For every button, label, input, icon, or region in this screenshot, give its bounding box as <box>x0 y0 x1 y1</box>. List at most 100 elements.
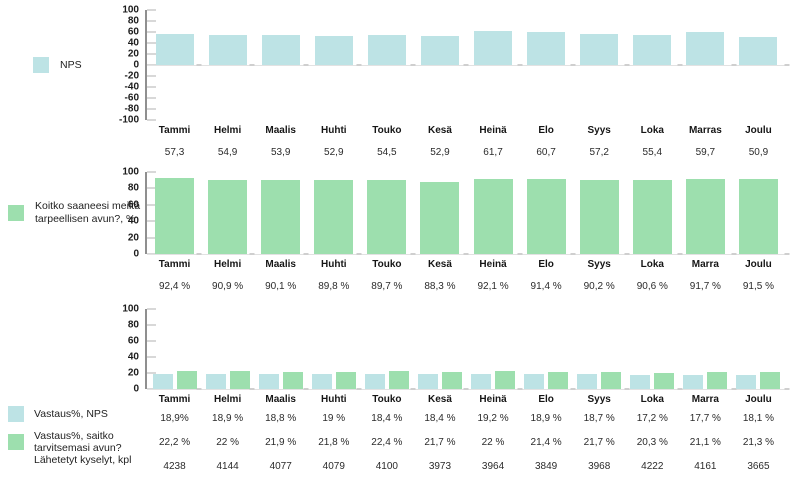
bar-group-huhti <box>307 309 360 389</box>
bar-loka[interactable] <box>654 372 675 389</box>
chart-vastaus-avun-value-row: 22,2 % 22 % 21,9 % 21,8 % 22,4 % 21,7 % 22 % 21… <box>145 430 787 454</box>
y-axis-tick <box>147 108 156 110</box>
x-axis-tick <box>463 253 469 255</box>
y-axis-tick <box>147 75 156 77</box>
bar-syys[interactable] <box>579 180 619 254</box>
bar-tammi[interactable] <box>152 373 173 389</box>
bar-group-tammi <box>148 309 201 389</box>
bar-syys[interactable] <box>577 374 598 389</box>
bar-helmi[interactable] <box>208 179 248 254</box>
value-label: 21,9 % <box>265 436 297 448</box>
bar-kesä[interactable] <box>417 374 438 389</box>
bar-helmi[interactable] <box>208 34 247 65</box>
bar-loka[interactable] <box>633 34 672 65</box>
bar-maalis[interactable] <box>258 374 279 389</box>
bar-maalis[interactable] <box>261 35 300 65</box>
bar-marras[interactable] <box>686 32 725 65</box>
bar-joulu[interactable] <box>736 374 757 389</box>
x-axis-tick <box>249 64 255 66</box>
bar-syys[interactable] <box>601 371 622 389</box>
x-axis-tick <box>677 253 683 255</box>
month-label: Tammi <box>158 394 191 405</box>
legend-label-avun: Koitko saaneesi meiltä tarpeellisen avun… <box>35 200 141 225</box>
value-label: 91,7 % <box>689 281 721 292</box>
month-label: Loka <box>640 125 664 136</box>
bar-group-maalis <box>254 172 307 254</box>
y-axis-label: -40 <box>124 81 139 93</box>
bar-huhti[interactable] <box>311 373 332 389</box>
bar-elo[interactable] <box>526 179 566 254</box>
bar-marra[interactable] <box>683 374 704 389</box>
value-label: 4222 <box>641 460 664 472</box>
bar-touko[interactable] <box>388 371 409 389</box>
bar-tammi[interactable] <box>155 33 194 65</box>
bar-touko[interactable] <box>367 180 407 254</box>
value-label: 17,7 % <box>689 412 721 424</box>
bars-area <box>148 10 785 65</box>
bar-loka[interactable] <box>632 179 672 254</box>
bar-touko[interactable] <box>367 35 406 65</box>
month-label: Loka <box>640 259 664 270</box>
bar-group-maalis <box>254 309 307 389</box>
bar-elo[interactable] <box>548 371 569 389</box>
bar-joulu[interactable] <box>760 372 781 389</box>
y-axis-tick <box>147 187 156 190</box>
bar-helmi[interactable] <box>229 371 250 389</box>
chart-vastaus-plot-area: 100 80 60 40 20 0 <box>122 304 790 395</box>
bar-tammi[interactable] <box>155 178 195 254</box>
value-label: 21,4 % <box>530 436 562 448</box>
row-label-lahetetyt: Lähetetyt kyselyt, kpl <box>0 454 145 466</box>
bar-heinä[interactable] <box>471 373 491 389</box>
bar-joulu[interactable] <box>739 37 778 65</box>
bar-touko[interactable] <box>364 374 385 389</box>
bar-maalis[interactable] <box>282 371 303 389</box>
chart-lahetetyt-value-row: 4238 4144 4077 4079 4100 3973 3964 3849 3968 4222… <box>145 454 787 478</box>
bar-heinä[interactable] <box>474 31 512 65</box>
bars-area <box>148 172 785 254</box>
y-axis-label: 80 <box>127 319 139 331</box>
value-label: 52,9 <box>324 147 344 158</box>
y-axis-line <box>145 10 147 120</box>
bar-syys[interactable] <box>580 33 619 65</box>
bar-maalis[interactable] <box>261 180 301 254</box>
bar-helmi[interactable] <box>205 373 226 389</box>
x-axis-tick <box>303 253 308 255</box>
x-axis-tick <box>303 388 308 390</box>
legend-label-nps: NPS <box>60 58 82 71</box>
month-label: Syys <box>587 394 611 405</box>
bar-kesä[interactable] <box>441 371 462 389</box>
value-label: 91,4 % <box>530 281 562 292</box>
bar-joulu[interactable] <box>738 179 778 254</box>
bar-kesä[interactable] <box>420 35 459 65</box>
y-axis-label: 60 <box>127 26 139 38</box>
value-label: 90,9 % <box>212 281 244 292</box>
bar-kesä[interactable] <box>420 181 460 254</box>
bar-group-touko <box>360 10 413 65</box>
value-label: 57,2 <box>589 147 609 158</box>
month-label: Helmi <box>214 259 242 270</box>
value-label: 92,4 % <box>158 281 191 292</box>
value-label: 92,1 % <box>477 281 509 292</box>
bar-loka[interactable] <box>630 375 651 389</box>
month-label: Joulu <box>745 394 772 405</box>
bar-huhti[interactable] <box>314 180 354 254</box>
bar-elo[interactable] <box>524 373 545 389</box>
bars-area <box>148 309 785 389</box>
legend-item-nps: NPS <box>0 57 82 73</box>
bar-elo[interactable] <box>527 31 566 65</box>
month-label: Syys <box>587 259 611 270</box>
bar-huhti[interactable] <box>314 35 353 65</box>
value-label: 18,7 % <box>583 412 615 424</box>
y-axis-label: 20 <box>127 48 139 60</box>
chart-nps-month-axis: Tammi Helmi Maalis Huhti Touko Kesä Heinä Elo Sy… <box>145 124 787 137</box>
bar-heinä[interactable] <box>495 371 515 389</box>
bar-marra[interactable] <box>707 372 728 389</box>
bar-tammi[interactable] <box>176 371 197 389</box>
month-label: Huhti <box>321 259 347 270</box>
y-axis-label: 0 <box>133 383 139 395</box>
bar-heinä[interactable] <box>473 178 513 254</box>
bar-huhti[interactable] <box>335 371 356 389</box>
bar-marra[interactable] <box>685 178 725 254</box>
y-axis-label: -60 <box>124 92 139 104</box>
